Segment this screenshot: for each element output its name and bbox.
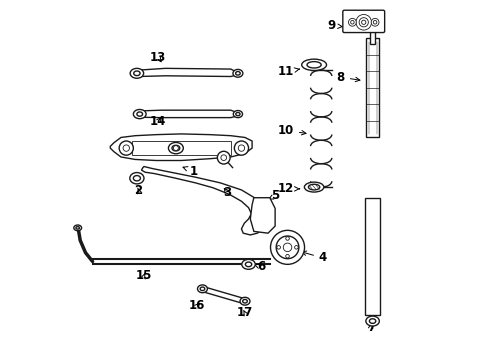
Ellipse shape [74,225,82,231]
Circle shape [270,230,305,264]
Text: 5: 5 [268,189,279,202]
Ellipse shape [236,72,240,75]
Text: 17: 17 [237,306,253,319]
Ellipse shape [242,260,255,269]
Circle shape [283,243,292,252]
Text: 15: 15 [136,269,152,282]
FancyBboxPatch shape [343,10,385,32]
Ellipse shape [245,262,252,267]
Circle shape [119,141,133,155]
Circle shape [238,145,245,151]
Ellipse shape [366,316,379,326]
Text: 2: 2 [135,184,143,197]
Polygon shape [250,198,275,233]
Text: 12: 12 [278,183,299,195]
Text: 16: 16 [189,299,205,312]
Ellipse shape [304,182,324,192]
Text: 7: 7 [367,321,375,334]
Ellipse shape [233,111,243,118]
Ellipse shape [133,176,141,181]
Ellipse shape [302,59,326,71]
Text: 4: 4 [302,251,327,265]
Ellipse shape [307,62,321,68]
Circle shape [234,141,248,155]
Bar [370,26,375,44]
Ellipse shape [308,184,320,190]
Circle shape [348,18,356,26]
Text: 1: 1 [183,165,197,177]
Ellipse shape [130,68,144,78]
Ellipse shape [240,297,250,305]
Ellipse shape [134,71,140,76]
Circle shape [123,145,129,151]
Text: 8: 8 [337,71,360,84]
Ellipse shape [243,300,247,303]
Text: 14: 14 [150,115,166,128]
Ellipse shape [172,145,180,151]
Text: 6: 6 [254,260,265,273]
Ellipse shape [236,112,240,116]
Text: 13: 13 [150,51,166,64]
Ellipse shape [133,109,146,119]
Circle shape [371,18,379,26]
Circle shape [218,151,230,164]
Ellipse shape [233,69,243,77]
Ellipse shape [169,143,183,154]
Circle shape [276,236,299,259]
Polygon shape [110,134,252,161]
Polygon shape [139,68,236,77]
Circle shape [173,145,178,150]
Text: 11: 11 [278,66,299,78]
Bar [366,38,379,138]
Text: 3: 3 [223,186,231,199]
Ellipse shape [76,226,79,229]
Ellipse shape [197,285,207,293]
Text: 9: 9 [328,19,342,32]
Polygon shape [141,110,236,118]
Ellipse shape [130,172,144,184]
Bar [365,198,380,315]
Ellipse shape [369,319,376,323]
Polygon shape [202,286,245,304]
Ellipse shape [137,112,143,116]
Polygon shape [142,167,268,235]
Text: 10: 10 [278,124,306,137]
Ellipse shape [200,287,205,291]
